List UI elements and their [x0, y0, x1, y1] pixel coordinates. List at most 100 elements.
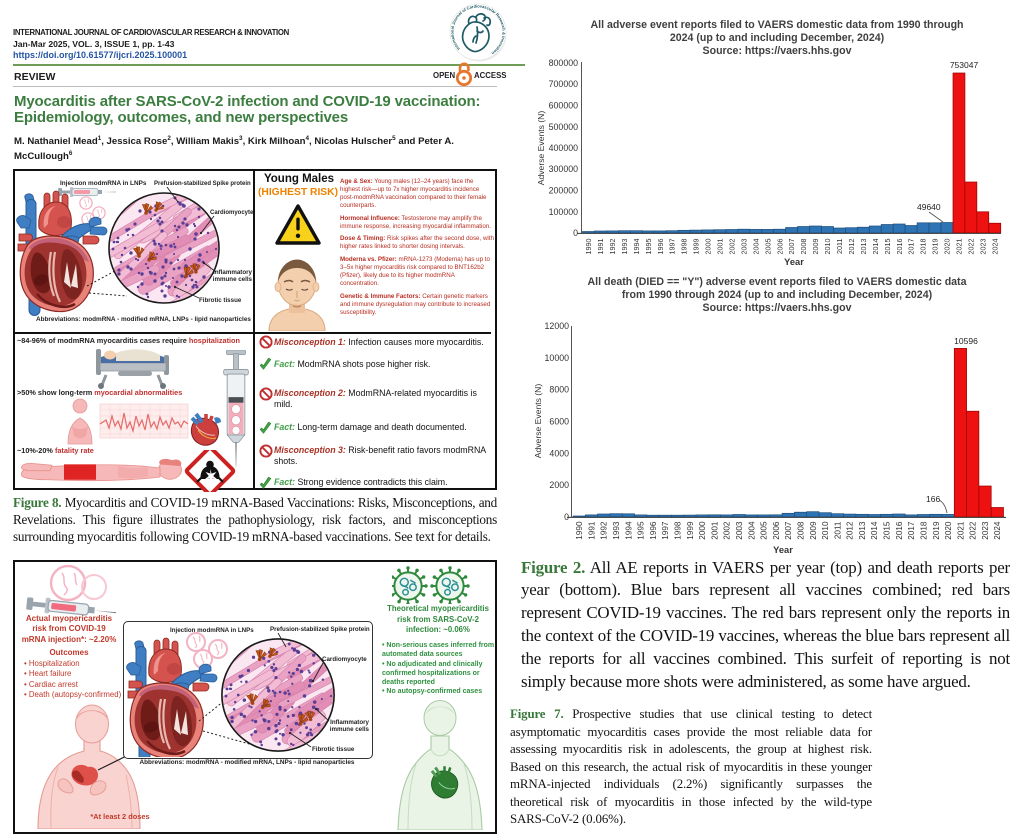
svg-text:2014: 2014 [870, 521, 879, 540]
svg-text:2023: 2023 [981, 521, 990, 540]
svg-text:Injection modmRNA in LNPs: Injection modmRNA in LNPs [60, 180, 147, 187]
svg-text:400000: 400000 [549, 143, 578, 153]
svg-text:300000: 300000 [549, 164, 578, 174]
svg-text:200000: 200000 [549, 186, 578, 196]
svg-text:2004: 2004 [747, 521, 756, 540]
svg-text:2015: 2015 [883, 521, 892, 540]
svg-text:800000: 800000 [549, 58, 578, 68]
svg-text:2016: 2016 [895, 521, 904, 540]
svg-text:6000: 6000 [549, 417, 569, 427]
svg-text:2019: 2019 [931, 239, 940, 255]
svg-text:2001: 2001 [710, 521, 719, 540]
svg-text:2003: 2003 [739, 239, 748, 255]
svg-text:1991: 1991 [596, 239, 605, 255]
svg-text:1996: 1996 [656, 239, 665, 255]
svg-text:500000: 500000 [549, 122, 578, 132]
svg-text:2004: 2004 [751, 239, 760, 255]
svg-text:immune cells: immune cells [330, 726, 370, 733]
svg-text:from 1990 through 2024 (up to: from 1990 through 2024 (up to and includ… [622, 289, 932, 301]
svg-text:10000: 10000 [545, 353, 570, 363]
svg-text:1998: 1998 [680, 239, 689, 255]
svg-text:Prefusion-stabilized Spike pro: Prefusion-stabilized Spike protein [154, 181, 251, 187]
svg-text:1995: 1995 [637, 521, 646, 540]
svg-text:All adverse event reports file: All adverse event reports filed to VAERS… [590, 19, 963, 31]
svg-text:Year: Year [784, 257, 804, 267]
svg-text:Cardiomyocyte: Cardiomyocyte [322, 656, 367, 663]
svg-text:All death (DIED == "Y") advers: All death (DIED == "Y") adverse event re… [588, 276, 967, 288]
svg-text:2002: 2002 [723, 521, 732, 540]
svg-text:1993: 1993 [620, 239, 629, 255]
svg-text:Adverse Events (N): Adverse Events (N) [536, 111, 546, 186]
svg-text:10596: 10596 [954, 336, 978, 346]
svg-text:2015: 2015 [883, 239, 892, 255]
svg-text:0: 0 [573, 228, 578, 238]
svg-text:Injection modmRNA in LNPs: Injection modmRNA in LNPs [170, 627, 254, 634]
svg-text:2011: 2011 [835, 239, 844, 254]
svg-text:2018: 2018 [919, 521, 928, 540]
svg-text:2009: 2009 [811, 239, 820, 255]
svg-text:2008: 2008 [799, 239, 808, 255]
svg-text:Fibrotic tissue: Fibrotic tissue [199, 297, 242, 304]
svg-text:2022: 2022 [969, 521, 978, 540]
svg-text:2008: 2008 [796, 521, 805, 540]
svg-text:600000: 600000 [549, 101, 578, 111]
svg-text:2010: 2010 [823, 239, 832, 255]
svg-text:2009: 2009 [809, 521, 818, 540]
svg-text:Inflammatory: Inflammatory [330, 719, 369, 726]
svg-text:4000: 4000 [549, 448, 569, 458]
svg-text:2018: 2018 [919, 239, 928, 255]
svg-text:2007: 2007 [784, 521, 793, 540]
svg-text:1994: 1994 [632, 239, 641, 255]
svg-text:2000: 2000 [698, 521, 707, 540]
svg-text:753047: 753047 [950, 60, 979, 70]
svg-text:2017: 2017 [907, 521, 916, 540]
svg-text:2003: 2003 [735, 521, 744, 540]
svg-text:1993: 1993 [612, 521, 621, 540]
svg-text:1995: 1995 [644, 239, 653, 255]
svg-text:1991: 1991 [587, 521, 596, 540]
svg-text:2012: 2012 [847, 239, 856, 255]
svg-text:12000: 12000 [545, 321, 570, 331]
svg-text:2006: 2006 [772, 521, 781, 540]
svg-text:2024 (up to and including Dece: 2024 (up to and including December, 2024… [670, 32, 884, 44]
svg-text:2014: 2014 [871, 239, 880, 255]
svg-text:1990: 1990 [584, 239, 593, 255]
svg-text:1996: 1996 [649, 521, 658, 540]
svg-text:Cardiomyocyte: Cardiomyocyte [210, 210, 254, 216]
svg-text:700000: 700000 [549, 79, 578, 89]
svg-text:Inflammatory: Inflammatory [213, 269, 252, 276]
svg-text:2002: 2002 [728, 239, 737, 255]
svg-text:2000: 2000 [549, 480, 569, 490]
svg-text:1998: 1998 [673, 521, 682, 540]
svg-text:0: 0 [564, 512, 569, 522]
svg-text:2006: 2006 [775, 238, 784, 254]
svg-text:2013: 2013 [858, 521, 867, 540]
svg-text:2000: 2000 [704, 239, 713, 255]
svg-text:2001: 2001 [716, 239, 725, 255]
svg-text:1994: 1994 [624, 521, 633, 540]
svg-text:2021: 2021 [956, 521, 965, 540]
svg-text:1997: 1997 [668, 239, 677, 255]
svg-text:2023: 2023 [978, 239, 987, 255]
svg-text:2022: 2022 [967, 239, 976, 255]
svg-text:2013: 2013 [859, 239, 868, 255]
svg-text:2010: 2010 [821, 521, 830, 540]
svg-text:2019: 2019 [932, 521, 941, 540]
svg-text:Source: https://vaers.hhs.gov: Source: https://vaers.hhs.gov [703, 45, 852, 57]
svg-text:2016: 2016 [895, 239, 904, 255]
svg-text:1997: 1997 [661, 521, 670, 540]
svg-text:1999: 1999 [692, 239, 701, 255]
svg-text:Abbreviations: modmRNA - modif: Abbreviations: modmRNA - modified mRNA, … [36, 316, 251, 323]
svg-text:2011: 2011 [833, 521, 842, 539]
svg-text:2020: 2020 [943, 239, 952, 255]
svg-text:Year: Year [773, 545, 793, 555]
svg-text:2005: 2005 [760, 521, 769, 540]
svg-text:2007: 2007 [787, 239, 796, 255]
svg-text:Fibrotic tissue: Fibrotic tissue [312, 746, 355, 753]
svg-text:immune cells: immune cells [213, 276, 253, 283]
svg-text:2024: 2024 [993, 521, 1002, 540]
svg-text:Source: https://vaers.hhs.gov: Source: https://vaers.hhs.gov [703, 302, 852, 314]
svg-text:2017: 2017 [907, 239, 916, 255]
svg-text:1990: 1990 [575, 521, 584, 540]
svg-text:Prefusion-stabilized Spike pro: Prefusion-stabilized Spike protein [270, 626, 370, 633]
